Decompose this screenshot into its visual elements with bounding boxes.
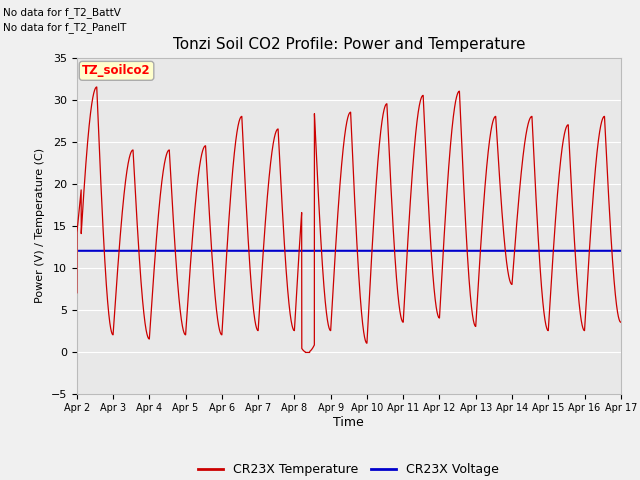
Legend: CR23X Temperature, CR23X Voltage: CR23X Temperature, CR23X Voltage [193, 458, 504, 480]
Text: No data for f_T2_PanelT: No data for f_T2_PanelT [3, 22, 127, 33]
Text: No data for f_T2_BattV: No data for f_T2_BattV [3, 7, 121, 18]
Y-axis label: Power (V) / Temperature (C): Power (V) / Temperature (C) [35, 148, 45, 303]
Title: Tonzi Soil CO2 Profile: Power and Temperature: Tonzi Soil CO2 Profile: Power and Temper… [173, 37, 525, 52]
X-axis label: Time: Time [333, 416, 364, 429]
Text: TZ_soilco2: TZ_soilco2 [82, 64, 151, 77]
